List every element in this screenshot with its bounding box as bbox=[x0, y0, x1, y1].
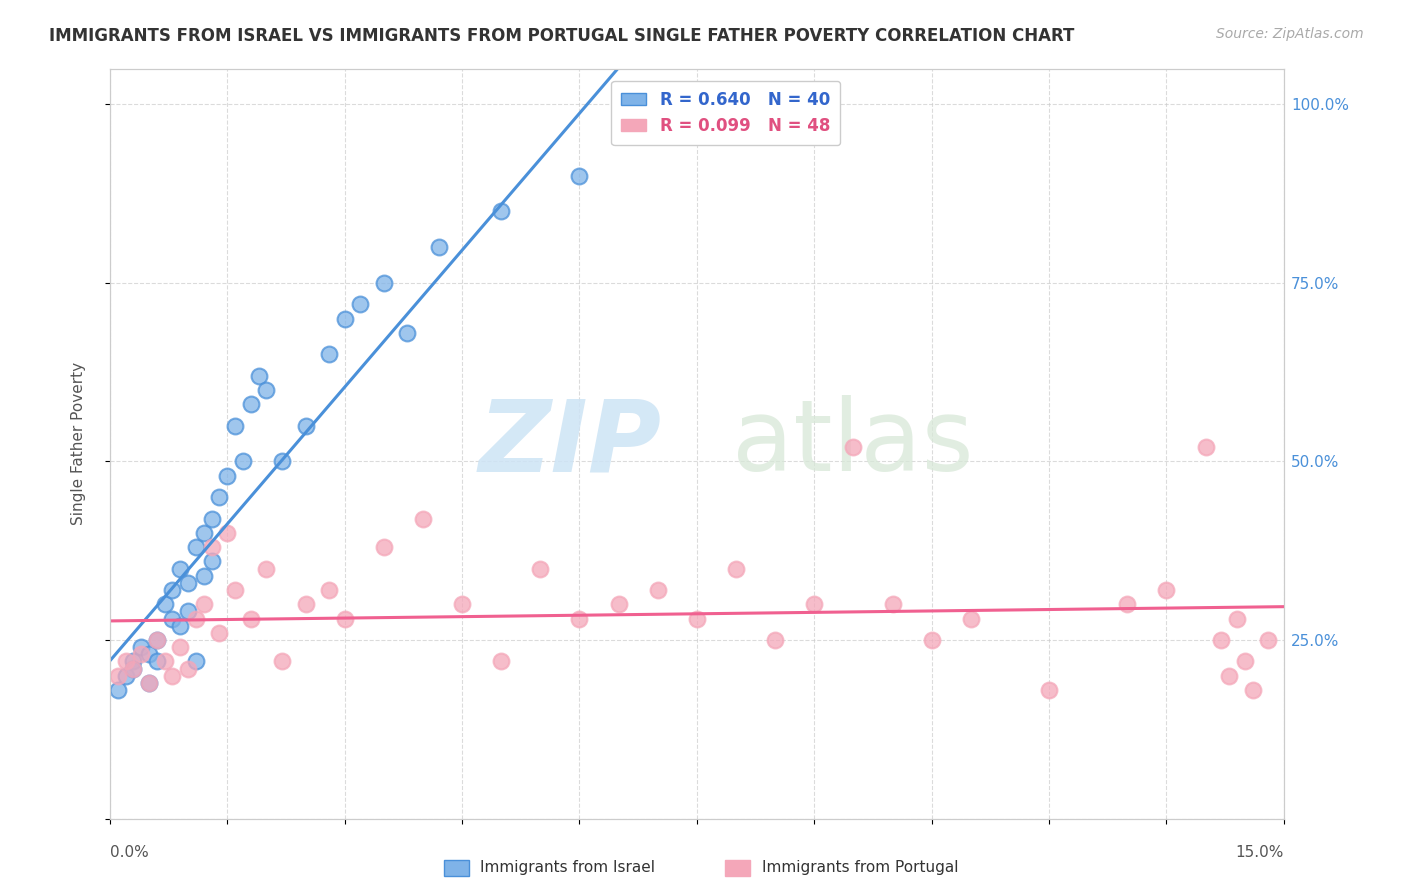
Point bbox=[294, 418, 316, 433]
Point bbox=[763, 633, 786, 648]
Point bbox=[162, 582, 184, 597]
Text: 15.0%: 15.0% bbox=[1236, 846, 1284, 861]
Point bbox=[1233, 655, 1256, 669]
Point bbox=[107, 669, 129, 683]
Point bbox=[451, 597, 474, 611]
Point bbox=[122, 655, 145, 669]
Point bbox=[193, 525, 215, 540]
Point bbox=[803, 597, 825, 611]
Point bbox=[138, 676, 160, 690]
Point bbox=[294, 597, 316, 611]
Point bbox=[607, 597, 630, 611]
Point bbox=[568, 611, 591, 625]
Point bbox=[271, 655, 294, 669]
Point bbox=[921, 633, 943, 648]
Text: IMMIGRANTS FROM ISRAEL VS IMMIGRANTS FROM PORTUGAL SINGLE FATHER POVERTY CORRELA: IMMIGRANTS FROM ISRAEL VS IMMIGRANTS FRO… bbox=[49, 27, 1074, 45]
Point bbox=[107, 683, 129, 698]
Point bbox=[489, 655, 512, 669]
Point bbox=[177, 575, 200, 590]
Point bbox=[193, 568, 215, 582]
Point bbox=[1211, 633, 1233, 648]
Point bbox=[217, 525, 239, 540]
Point bbox=[724, 561, 747, 575]
Point bbox=[208, 490, 231, 504]
Point bbox=[177, 662, 200, 676]
Point bbox=[686, 97, 709, 112]
Point bbox=[271, 454, 294, 468]
Point bbox=[146, 633, 169, 648]
Point bbox=[333, 611, 356, 625]
Point bbox=[114, 655, 136, 669]
Point bbox=[146, 633, 169, 648]
Point bbox=[138, 648, 160, 662]
Point bbox=[208, 626, 231, 640]
Point bbox=[184, 655, 207, 669]
Point bbox=[200, 554, 222, 568]
Point bbox=[1257, 633, 1279, 648]
Point bbox=[254, 561, 277, 575]
Point bbox=[373, 540, 395, 554]
Point bbox=[129, 640, 152, 655]
Point bbox=[1038, 683, 1060, 698]
Point bbox=[114, 669, 136, 683]
Text: atlas: atlas bbox=[733, 395, 974, 492]
Point bbox=[882, 597, 904, 611]
Point bbox=[224, 418, 246, 433]
Point bbox=[1194, 440, 1216, 454]
Point bbox=[318, 582, 340, 597]
Point bbox=[529, 561, 551, 575]
Point bbox=[200, 511, 222, 525]
Point bbox=[373, 276, 395, 290]
Point bbox=[146, 655, 169, 669]
Point bbox=[959, 611, 981, 625]
Point bbox=[169, 640, 191, 655]
Point bbox=[396, 326, 419, 340]
Point bbox=[1226, 611, 1249, 625]
Point bbox=[184, 611, 207, 625]
Text: Immigrants from Israel: Immigrants from Israel bbox=[481, 860, 655, 875]
Point bbox=[239, 397, 262, 411]
Text: 0.0%: 0.0% bbox=[110, 846, 149, 861]
Point bbox=[122, 662, 145, 676]
Text: ZIP: ZIP bbox=[478, 395, 662, 492]
Point bbox=[169, 561, 191, 575]
Point bbox=[162, 669, 184, 683]
Point bbox=[129, 648, 152, 662]
Legend: R = 0.640   N = 40, R = 0.099   N = 48: R = 0.640 N = 40, R = 0.099 N = 48 bbox=[612, 80, 839, 145]
Point bbox=[412, 511, 434, 525]
Point bbox=[232, 454, 254, 468]
Point bbox=[318, 347, 340, 361]
Point bbox=[193, 597, 215, 611]
Point bbox=[254, 383, 277, 397]
Point bbox=[647, 582, 669, 597]
Point bbox=[200, 540, 222, 554]
Point bbox=[568, 169, 591, 183]
Point bbox=[239, 611, 262, 625]
Point bbox=[162, 611, 184, 625]
Point bbox=[224, 582, 246, 597]
Point bbox=[1241, 683, 1264, 698]
Point bbox=[184, 540, 207, 554]
Point bbox=[686, 611, 709, 625]
Y-axis label: Single Father Poverty: Single Father Poverty bbox=[72, 362, 86, 525]
Point bbox=[427, 240, 450, 254]
Point bbox=[333, 311, 356, 326]
Point bbox=[177, 604, 200, 618]
Point bbox=[1156, 582, 1178, 597]
Text: Immigrants from Portugal: Immigrants from Portugal bbox=[762, 860, 957, 875]
Point bbox=[169, 618, 191, 632]
Point bbox=[1218, 669, 1240, 683]
Point bbox=[349, 297, 371, 311]
Point bbox=[1116, 597, 1139, 611]
Point bbox=[153, 597, 176, 611]
Text: Source: ZipAtlas.com: Source: ZipAtlas.com bbox=[1216, 27, 1364, 41]
Point bbox=[122, 662, 145, 676]
Point bbox=[489, 204, 512, 219]
Point bbox=[153, 655, 176, 669]
Point bbox=[138, 676, 160, 690]
Point bbox=[247, 368, 270, 383]
Point bbox=[217, 468, 239, 483]
Point bbox=[842, 440, 865, 454]
